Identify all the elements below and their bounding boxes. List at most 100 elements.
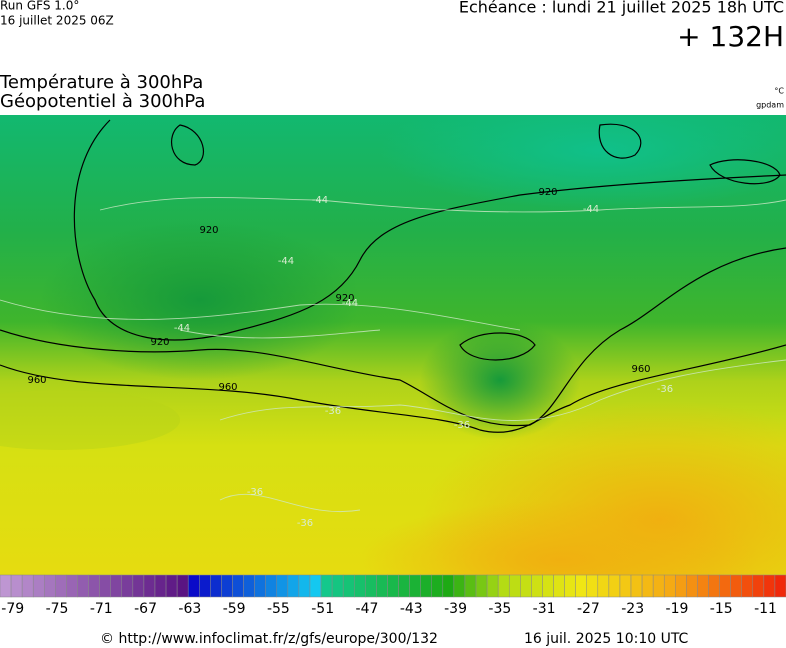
colorbar-swatch — [520, 574, 532, 598]
colorbar-swatch — [342, 574, 355, 598]
geopotential-contours — [0, 119, 786, 433]
colorbar-swatch — [376, 574, 388, 598]
colorbar-swatch — [564, 574, 576, 598]
colorbar-swatch — [354, 574, 366, 598]
colorbar-swatch — [110, 574, 123, 598]
colorbar-tick-label: -39 — [444, 601, 467, 617]
temperature-label: -36 — [325, 406, 341, 417]
colorbar-swatch — [298, 574, 311, 598]
map-field — [0, 115, 786, 575]
colorbar-swatch — [243, 574, 255, 598]
colorbar-swatch — [99, 574, 111, 598]
footer-url: © http://www.infoclimat.fr/z/gfs/europe/… — [100, 631, 438, 647]
colorbar-swatch — [365, 574, 377, 598]
unit-geopotential: gpdam — [756, 101, 784, 110]
colorbar-swatch — [154, 574, 167, 598]
colorbar-swatch — [331, 574, 344, 598]
colorbar-tick-label: -59 — [223, 601, 246, 617]
colorbar-tick-label: -79 — [1, 601, 24, 617]
lead-time: + 132H — [677, 20, 784, 53]
colorbar-swatch — [132, 574, 145, 598]
colorbar-swatch — [0, 574, 12, 598]
colorbar-tick-label: -67 — [134, 601, 157, 617]
colorbar-tick-label: -23 — [621, 601, 644, 617]
temperature-label: -36 — [657, 384, 673, 395]
colorbar-swatch — [143, 574, 156, 598]
colorbar-swatch — [652, 574, 665, 598]
colorbar-swatch — [774, 574, 786, 598]
colorbar-swatch — [387, 574, 399, 598]
temperature-label: -44 — [342, 298, 358, 309]
field-temperature: Température à 300hPa — [0, 72, 203, 93]
colorbar-swatch — [663, 574, 676, 598]
temperature-label: -44 — [278, 256, 294, 267]
colorbar-swatch — [221, 574, 233, 598]
colorbar-swatch — [431, 574, 444, 598]
colorbar-swatch — [697, 574, 709, 598]
colorbar-tick-label: -47 — [356, 601, 379, 617]
colorbar-swatch — [675, 574, 687, 598]
colorbar-swatch — [752, 574, 765, 598]
run-label: Run GFS 1.0° — [0, 0, 79, 13]
colorbar-swatch — [719, 574, 731, 598]
colorbar-swatch — [165, 574, 178, 598]
colorbar-tick-label: -35 — [488, 601, 511, 617]
colorbar-swatch — [121, 574, 134, 598]
colorbar-tick-label: -71 — [90, 601, 113, 617]
colorbar-swatch — [176, 574, 189, 598]
colorbar-tick-label: -55 — [267, 601, 290, 617]
colorbar-swatch — [10, 574, 23, 598]
colorbar-swatch — [553, 574, 565, 598]
colorbar-swatch — [686, 574, 698, 598]
colorbar-tick-label: -15 — [710, 601, 733, 617]
colorbar-tick-label: -43 — [400, 601, 423, 617]
colorbar-swatch — [586, 574, 599, 598]
colorbar-swatch — [453, 574, 466, 598]
colorbar-swatch — [531, 574, 543, 598]
colorbar-swatch — [763, 574, 776, 598]
colorbar-swatch — [32, 574, 45, 598]
colorbar-swatch — [497, 574, 510, 598]
colorbar-swatch — [44, 574, 56, 598]
unit-temperature: °C — [774, 87, 784, 96]
geopotential-label: 920 — [335, 293, 354, 304]
temperature-label: -44 — [174, 323, 190, 334]
colorbar-tick-label: -19 — [666, 601, 689, 617]
colorbar-swatch — [265, 574, 278, 598]
colorbar-swatch — [575, 574, 587, 598]
geopotential-label: 960 — [218, 382, 237, 393]
geopotential-label: 920 — [150, 337, 169, 348]
colorbar-swatch — [88, 574, 100, 598]
colorbar-swatch — [320, 574, 333, 598]
colorbar-swatch — [276, 574, 289, 598]
colorbar-swatch — [66, 574, 78, 598]
colorbar-swatch — [475, 574, 488, 598]
temperature-contours — [0, 197, 786, 512]
colorbar-swatch — [254, 574, 266, 598]
colorbar-swatch — [708, 574, 720, 598]
field-geopotential: Géopotentiel à 300hPa — [0, 91, 205, 112]
colorbar-swatch — [608, 574, 621, 598]
colorbar-swatch — [741, 574, 754, 598]
colorbar-swatch — [442, 574, 455, 598]
colorbar-swatch — [619, 574, 632, 598]
colorbar-swatch — [21, 574, 34, 598]
colorbar-tick-label: -27 — [577, 601, 600, 617]
colorbar-swatch — [630, 574, 643, 598]
colorbar-tick-label: -63 — [178, 601, 201, 617]
colorbar-swatch — [409, 574, 421, 598]
colorbar-swatch — [77, 574, 89, 598]
colorbar-swatch — [287, 574, 300, 598]
colorbar-swatch — [199, 574, 211, 598]
valid-time: Echéance : lundi 21 juillet 2025 18h UTC — [459, 0, 784, 17]
geopotential-label: 920 — [538, 187, 557, 198]
colorbar-tick-label: -51 — [311, 601, 334, 617]
colorbar-tick-label: -75 — [46, 601, 69, 617]
footer-generated: 16 juil. 2025 10:10 UTC — [524, 631, 689, 647]
colorbar-swatch — [309, 574, 322, 598]
temperature-label: -36 — [247, 487, 263, 498]
colorbar-swatch — [187, 574, 200, 598]
colorbar-tick-label: -11 — [754, 601, 777, 617]
